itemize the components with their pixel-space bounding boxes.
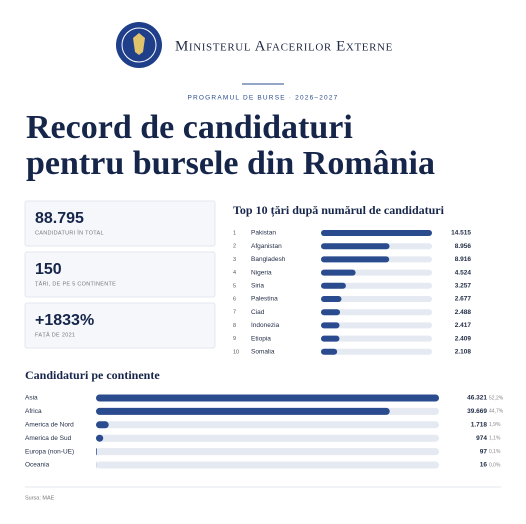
stat-value: +1833%	[35, 312, 94, 329]
bar-track	[96, 461, 439, 469]
value-label: 2.108	[455, 349, 472, 356]
value-label: 14.515	[451, 230, 471, 237]
category-label: Ciad	[251, 309, 265, 316]
rank: 5	[233, 283, 236, 289]
source: Sursa: MAE	[25, 495, 55, 501]
category-label: Palestina	[251, 296, 278, 303]
ministry-name: Ministerul Afacerilor Externe	[175, 38, 393, 54]
share-label: 1,1%	[489, 436, 501, 442]
value-label: 46.321	[467, 395, 487, 402]
bar	[321, 256, 390, 263]
bar-track	[321, 282, 432, 289]
share-label: 44,7%	[489, 409, 504, 415]
category-label: America de Nord	[25, 422, 74, 429]
bar-track	[321, 322, 432, 329]
category-label: Siria	[251, 283, 264, 290]
category-label: Nigeria	[251, 269, 272, 276]
rank: 7	[233, 310, 236, 316]
value-label: 3.257	[455, 283, 472, 290]
value-label: 2.677	[455, 296, 472, 303]
value-label: 2.488	[455, 309, 472, 316]
category-label: Bangladesh	[251, 256, 286, 263]
share-label: 1,9%	[489, 422, 501, 428]
value-label: 16	[480, 462, 488, 469]
category-label: Indonezia	[251, 322, 280, 329]
bar-track	[96, 421, 439, 429]
bar	[96, 407, 390, 415]
bar-track	[321, 309, 432, 316]
bar	[321, 309, 341, 316]
share-label: 52,2%	[489, 395, 504, 401]
bar-track	[96, 448, 439, 456]
stat-label: FAȚĂ DE 2021	[35, 331, 75, 338]
bar-track	[96, 434, 439, 442]
bar	[321, 282, 346, 289]
category-label: America de Sud	[25, 435, 72, 442]
rank: 6	[233, 296, 236, 302]
share-label: 0,1%	[489, 449, 501, 455]
stat-card	[24, 302, 216, 349]
category-label: Asia	[25, 395, 38, 402]
category-label: Africa	[25, 408, 42, 415]
category-label: Europa (non-UE)	[25, 448, 74, 455]
stat-value: 88.795	[35, 210, 84, 227]
rank: 2	[233, 244, 236, 250]
category-label: Etiopia	[251, 335, 271, 342]
value-label: 974	[476, 435, 487, 442]
value-label: 8.916	[455, 256, 472, 263]
logo-ring	[121, 27, 157, 63]
title: pentru bursele din România	[26, 145, 435, 182]
category-label: Afganistan	[251, 243, 282, 250]
bar	[96, 394, 439, 402]
bar	[321, 348, 338, 355]
bar	[321, 269, 356, 276]
bar	[321, 335, 340, 342]
value-label: 2.417	[455, 322, 472, 329]
rank: 8	[233, 323, 236, 329]
bar-track	[321, 296, 432, 302]
bar	[96, 448, 97, 456]
bar	[321, 296, 342, 302]
title: Record de candidaturi	[26, 109, 353, 146]
bar	[96, 434, 104, 442]
bar-track	[321, 335, 432, 342]
value-label: 97	[480, 448, 488, 455]
value-label: 2.409	[455, 335, 472, 342]
value-label: 1.718	[471, 422, 488, 429]
category-label: Somalia	[251, 349, 275, 356]
category-label: Oceania	[25, 462, 50, 469]
bar	[321, 322, 340, 329]
bar	[96, 421, 109, 429]
stat-card	[24, 251, 216, 298]
category-label: Pakistan	[251, 230, 276, 237]
chart-title: Candidaturi pe continente	[25, 368, 160, 382]
value-label: 4.524	[455, 269, 472, 276]
kicker: PROGRAMUL DE BURSE · 2026–2027	[187, 95, 338, 102]
rank: 1	[233, 230, 236, 236]
share-label: 0,0%	[489, 462, 501, 468]
value-label: 39.669	[467, 408, 487, 415]
stat-label: CANDIDATURI ÎN TOTAL	[35, 229, 104, 236]
rank: 3	[233, 257, 236, 263]
stat-card	[24, 200, 216, 247]
stat-value: 150	[35, 261, 62, 278]
rank: 4	[233, 270, 236, 276]
rank: 9	[233, 336, 236, 342]
bar	[321, 243, 390, 250]
bar	[321, 230, 432, 236]
logo-crest	[133, 33, 145, 55]
value-label: 8.956	[455, 243, 472, 250]
bar-track	[321, 348, 432, 355]
rank: 10	[233, 349, 239, 355]
chart-title: Top 10 țări după numărul de candidaturi	[233, 203, 445, 218]
stat-label: ȚĂRI, DE PE 5 CONTINENTE	[35, 280, 116, 287]
